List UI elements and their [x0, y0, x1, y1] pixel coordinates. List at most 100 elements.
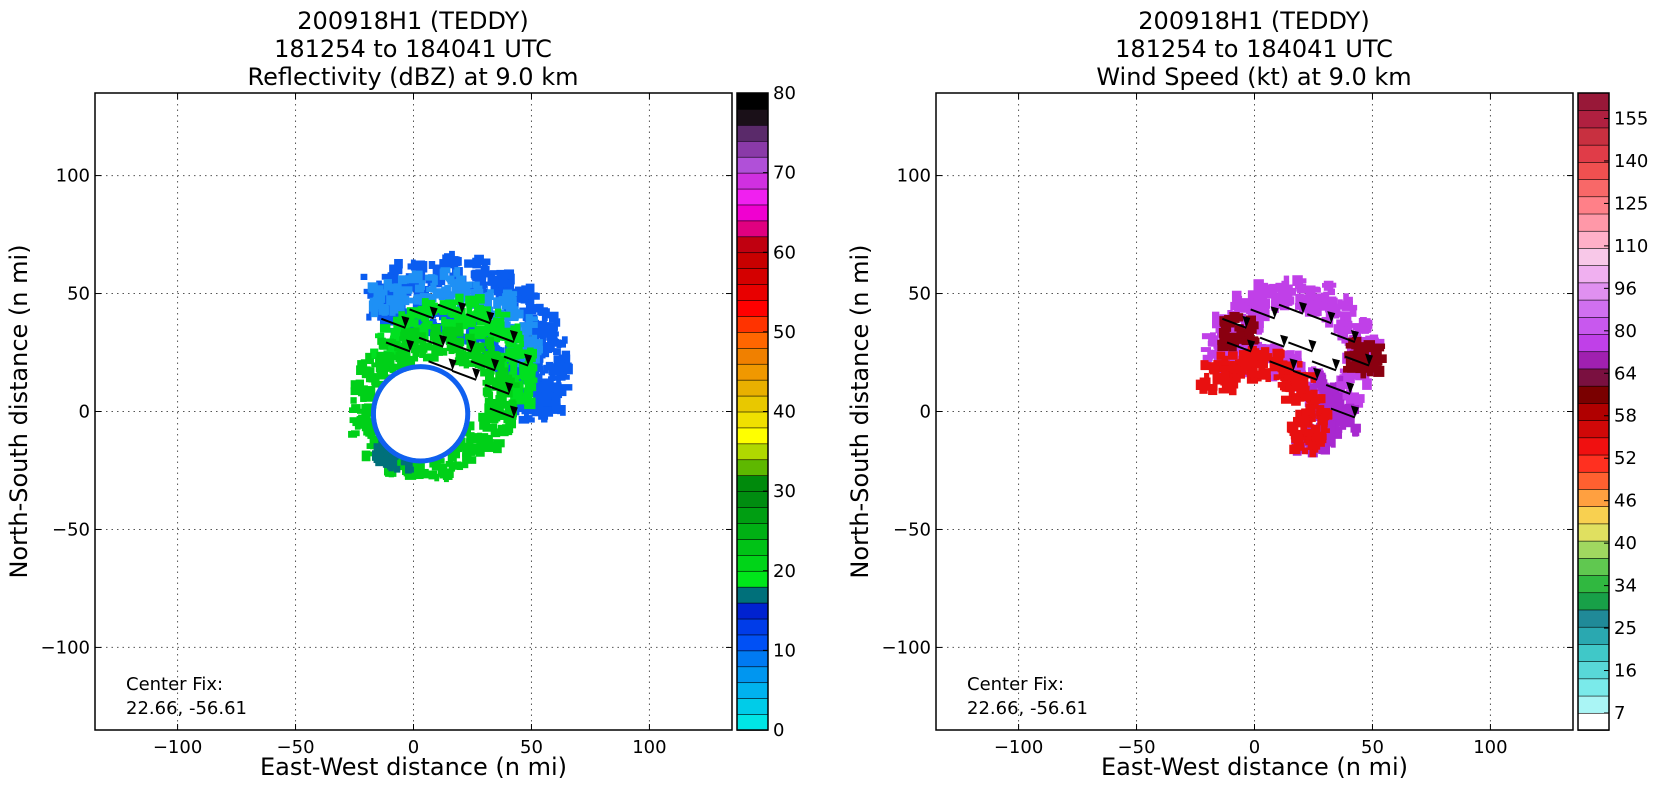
y-tick-label: −100 [41, 637, 90, 658]
data-cell [372, 296, 384, 305]
data-cell [514, 323, 521, 334]
data-cell [554, 365, 563, 376]
data-cell [508, 360, 518, 365]
data-cell [1245, 333, 1254, 343]
data-cell [1373, 343, 1386, 349]
x-tick-label: 100 [632, 737, 666, 758]
data-cell [385, 352, 395, 363]
colorbar-segment [736, 443, 769, 461]
data-cell [1322, 408, 1331, 419]
data-cell [537, 307, 548, 315]
eye-clear-area [375, 369, 466, 459]
data-cell [1258, 295, 1268, 305]
colorbar-segment [736, 538, 769, 556]
colorbar-segment [1577, 678, 1610, 697]
colorbar-segment [736, 506, 769, 524]
data-cell [1312, 441, 1319, 453]
data-cell [541, 387, 551, 394]
data-cell [442, 258, 455, 269]
data-cell [1230, 365, 1241, 372]
data-cell [484, 337, 494, 347]
data-cell [1369, 334, 1379, 346]
data-cell [382, 289, 388, 296]
data-cell [1295, 293, 1304, 306]
data-cell [479, 329, 487, 339]
data-cell [493, 317, 498, 325]
data-cell [1236, 302, 1248, 313]
data-cell [422, 317, 430, 323]
wind-barb-flag [509, 405, 518, 418]
data-cell [1313, 397, 1319, 409]
data-cell [518, 395, 526, 401]
data-cell [1329, 395, 1337, 404]
colorbar-segment [1577, 109, 1610, 129]
data-cell [1222, 321, 1232, 332]
data-cell [545, 361, 554, 371]
data-cell [1283, 275, 1290, 284]
data-cell [1267, 344, 1275, 352]
wind-barb-shaft [1330, 407, 1356, 419]
colorbar-segment [736, 681, 769, 699]
wind-barb-flag [486, 311, 495, 324]
data-cell [1200, 360, 1209, 370]
data-cell [1207, 349, 1214, 360]
data-cell [1376, 354, 1387, 363]
data-cell [469, 298, 480, 308]
colorbar-segment [1577, 454, 1610, 473]
data-cell [543, 406, 552, 412]
data-cell [1339, 303, 1352, 310]
wind-barb-shaft [428, 360, 453, 372]
data-cell [416, 324, 427, 335]
data-cell [350, 380, 360, 390]
center-fix-annotation: Center Fix: [126, 674, 223, 695]
colorbar-segment [736, 315, 769, 333]
data-cell [1339, 383, 1350, 390]
data-cell [1210, 365, 1220, 371]
data-cell [551, 403, 561, 414]
data-cell [531, 360, 543, 369]
data-cell [1201, 333, 1213, 340]
data-cell [442, 470, 453, 480]
data-cell [462, 453, 469, 463]
data-cell [1210, 332, 1216, 341]
data-cell [541, 412, 548, 423]
data-cell [1251, 358, 1262, 368]
data-cell [470, 270, 480, 278]
data-cell [383, 463, 393, 476]
data-cell [1292, 275, 1303, 286]
data-cell [502, 293, 510, 305]
data-cell [383, 279, 392, 291]
colorbar-segment [736, 411, 769, 429]
data-cell [479, 438, 492, 450]
data-cell [1247, 290, 1256, 300]
data-cell [366, 313, 372, 321]
data-cell [366, 443, 374, 449]
data-cell [1265, 374, 1271, 383]
data-cell [398, 311, 406, 318]
data-cell [1219, 365, 1229, 371]
colorbar-segment [1577, 402, 1610, 421]
data-cell [541, 391, 552, 400]
data-cell [401, 286, 413, 294]
data-cell [463, 356, 470, 369]
data-cell [409, 319, 419, 327]
data-cell [1305, 285, 1315, 292]
data-cell [484, 397, 491, 408]
data-cell [526, 377, 534, 388]
data-cell [1289, 370, 1301, 382]
data-cell [495, 327, 504, 336]
x-axis-label: East-West distance (n mi) [1101, 753, 1408, 781]
data-cell [553, 348, 561, 356]
data-cell [1216, 377, 1223, 384]
data-cell [419, 293, 431, 300]
colorbar-segment [736, 124, 769, 142]
data-cell [368, 358, 374, 365]
data-cell [449, 319, 457, 328]
wind-barb-flag [1298, 301, 1307, 314]
data-cell [350, 397, 357, 404]
data-cell [411, 463, 423, 475]
wind-barb-flag [524, 353, 533, 366]
data-cell [404, 328, 414, 337]
data-cell [423, 310, 433, 316]
